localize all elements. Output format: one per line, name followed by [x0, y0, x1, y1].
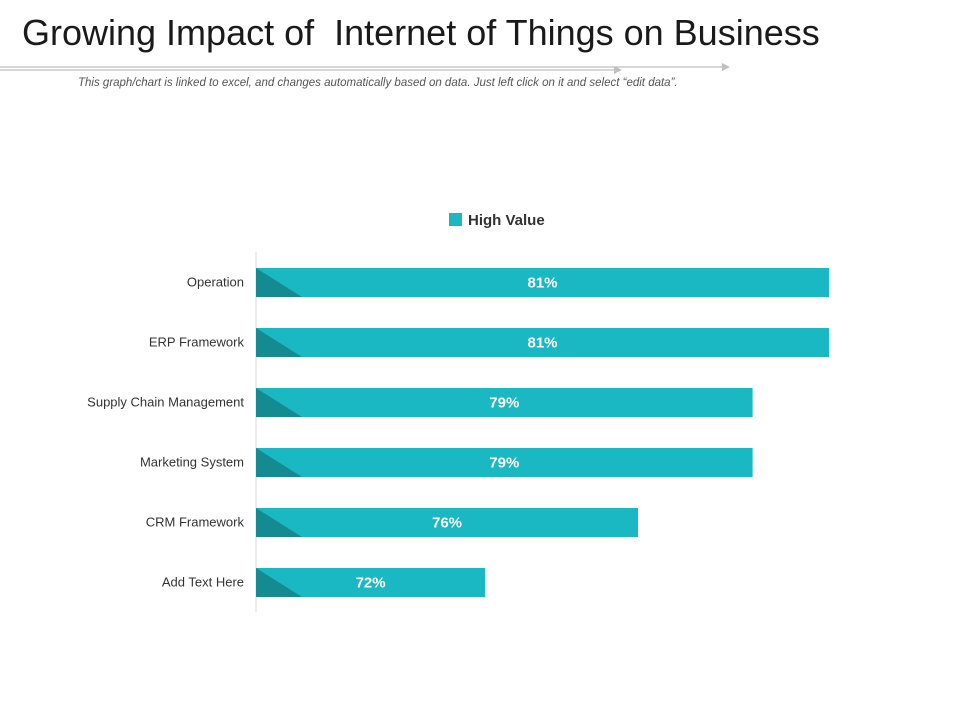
category-label-supply-chain-management: Supply Chain Management	[87, 395, 244, 410]
bar-shade-erp-framework	[256, 328, 302, 357]
legend-swatch	[449, 213, 462, 226]
title-underline-arrow	[0, 63, 730, 74]
data-label-operation: 81%	[527, 275, 557, 292]
category-label-add-text-here: Add Text Here	[162, 575, 244, 590]
bar-operation[interactable]	[256, 268, 829, 297]
bar-marketing-system[interactable]	[256, 448, 753, 477]
title-underline-arrowhead-2	[614, 66, 622, 74]
bar-series: 81% Operation 81% ERP Framework 79% Supply Ch…	[87, 268, 829, 597]
legend-label: High Value	[468, 212, 545, 229]
bar-shade-marketing-system	[256, 448, 302, 477]
data-label-supply-chain-management: 79%	[489, 395, 519, 412]
bar-shade-operation	[256, 268, 302, 297]
category-label-marketing-system: Marketing System	[140, 455, 244, 470]
data-label-add-text-here: 72%	[356, 575, 386, 592]
slide-title: Growing Impact of Internet of Things on …	[22, 12, 820, 53]
chart-note: This graph/chart is linked to excel, and…	[78, 77, 678, 89]
bar-crm-framework[interactable]	[256, 508, 638, 537]
title-underline-arrowhead-1	[722, 63, 730, 71]
data-label-crm-framework: 76%	[432, 515, 462, 532]
bar-supply-chain-management[interactable]	[256, 388, 753, 417]
data-label-erp-framework: 81%	[527, 335, 557, 352]
data-label-marketing-system: 79%	[489, 455, 519, 472]
bar-erp-framework[interactable]	[256, 328, 829, 357]
bar-shade-crm-framework	[256, 508, 302, 537]
bar-shade-add-text-here	[256, 568, 302, 597]
category-label-erp-framework: ERP Framework	[149, 335, 245, 350]
category-label-crm-framework: CRM Framework	[146, 515, 245, 530]
chart-legend: High Value	[449, 212, 545, 229]
category-label-operation: Operation	[187, 275, 244, 290]
bar-shade-supply-chain-management	[256, 388, 302, 417]
